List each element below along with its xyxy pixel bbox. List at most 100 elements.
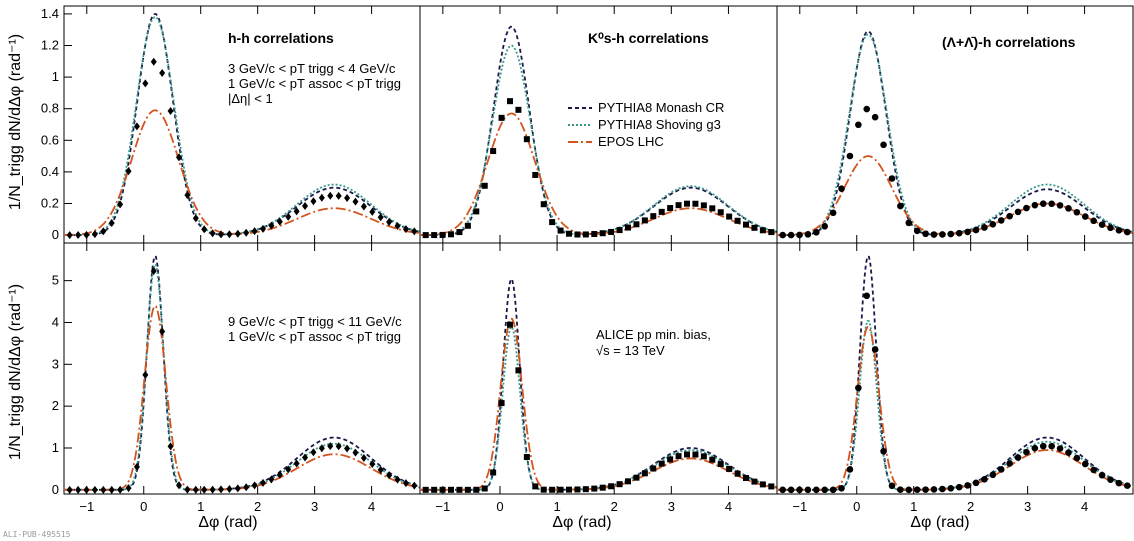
data-point [1056, 202, 1064, 209]
x-tick-label: 2 [254, 499, 261, 514]
data-point [1023, 448, 1030, 456]
x-tick-label: 1 [553, 499, 560, 514]
data-point [473, 486, 480, 493]
annotation-eta: |Δη| < 1 [228, 91, 273, 106]
data-point [947, 485, 955, 492]
data-point [804, 231, 812, 238]
data-point [540, 486, 547, 493]
y-tick-label: 0.8 [41, 101, 59, 116]
data-point [217, 230, 224, 239]
data-point [447, 486, 454, 493]
annotation-low-trigger: 3 GeV/c < pT trigg < 4 GeV/c [228, 61, 396, 76]
data-point [100, 227, 107, 236]
data-point [838, 185, 845, 192]
series-line-monash [777, 255, 1134, 491]
x-tick-label: 3 [1024, 499, 1031, 514]
data-point [243, 228, 250, 237]
series-line-epos [64, 305, 421, 491]
data-point [939, 231, 946, 238]
data-point [855, 384, 862, 392]
data-point [75, 231, 82, 240]
data-point [150, 267, 157, 276]
legend: PYTHIA8 Monash CR PYTHIA8 Shoving g3 EPO… [568, 100, 724, 149]
data-point [75, 485, 82, 494]
data-point [377, 213, 384, 222]
data-point [768, 483, 775, 490]
data-point [846, 466, 854, 473]
data-point [498, 400, 505, 407]
data-point [641, 470, 648, 477]
data-point [821, 223, 829, 230]
x-tick-label: 2 [611, 499, 618, 514]
annotation-high-assoc: 1 GeV/c < pT assoc < pT trigg [228, 329, 401, 344]
panel-title-k0: K⁰s-h correlations [588, 30, 709, 46]
data-point [846, 152, 854, 160]
data-point [532, 483, 539, 490]
data-point [779, 231, 786, 239]
data-point [863, 105, 871, 113]
data-point [905, 486, 913, 494]
data-point [276, 217, 283, 226]
legend-label-monash: PYTHIA8 Monash CR [598, 100, 724, 115]
x-axis-title-right: Δφ (rad) [910, 514, 969, 531]
series-line-epos [420, 112, 778, 236]
series-line-epos [420, 317, 778, 491]
series-line-epos [64, 109, 421, 236]
data-point [726, 213, 733, 220]
data-point [658, 460, 665, 467]
data-point [226, 485, 233, 494]
data-point [226, 230, 233, 239]
data-point [318, 193, 325, 202]
data-point [709, 456, 716, 463]
data-point [318, 444, 325, 453]
data-point [574, 231, 581, 238]
data-point [167, 106, 174, 115]
data-point [616, 481, 623, 488]
data-point [276, 470, 283, 479]
data-point [692, 451, 699, 458]
data-point [344, 193, 351, 202]
data-point [100, 485, 107, 494]
data-point [633, 221, 640, 228]
data-point [302, 453, 309, 462]
data-point [658, 208, 665, 215]
data-point [150, 57, 157, 66]
data-point [1098, 221, 1106, 228]
data-point [1073, 454, 1081, 462]
panel-frame [63, 242, 421, 495]
data-point [905, 219, 913, 227]
data-point [268, 475, 275, 484]
data-point [557, 227, 564, 234]
y-tick-label: 0.6 [41, 132, 59, 147]
data-point [251, 227, 258, 236]
data-point [369, 460, 376, 469]
data-point [787, 486, 795, 494]
y-tick-label: 1 [52, 440, 59, 455]
x-axis-title-left: Δφ (rad) [198, 514, 257, 531]
data-point [411, 481, 418, 490]
data-point [829, 486, 837, 494]
x-tick-label: 2 [967, 499, 974, 514]
data-point [490, 148, 497, 155]
data-point [506, 321, 513, 328]
data-point [1073, 208, 1081, 216]
y-tick-label: 0 [52, 482, 59, 497]
x-axis-title-middle: Δφ (rad) [552, 514, 611, 531]
data-point [734, 470, 741, 477]
data-point [352, 197, 359, 206]
data-point [159, 68, 166, 77]
x-tick-label: 0 [496, 499, 503, 514]
data-point [608, 483, 615, 490]
data-point [260, 478, 267, 487]
panels-layer: 0 0.2 0.4 0.6 0.8 1 1.2 1.4 −1 0 1 2 3 4 0 1 2 3 4 5 −1 0 1 2 3 4… [41, 5, 1134, 514]
data-point [684, 451, 691, 458]
data-point [641, 217, 648, 224]
panel-4: −1 0 1 2 3 4 0 1 2 3 4 5 [52, 242, 421, 514]
data-point [327, 442, 334, 451]
data-point [616, 227, 623, 234]
data-point [796, 231, 803, 239]
data-point [293, 207, 300, 216]
data-point [565, 486, 572, 493]
y-tick-label: 2 [52, 398, 59, 413]
data-point [1124, 228, 1131, 236]
